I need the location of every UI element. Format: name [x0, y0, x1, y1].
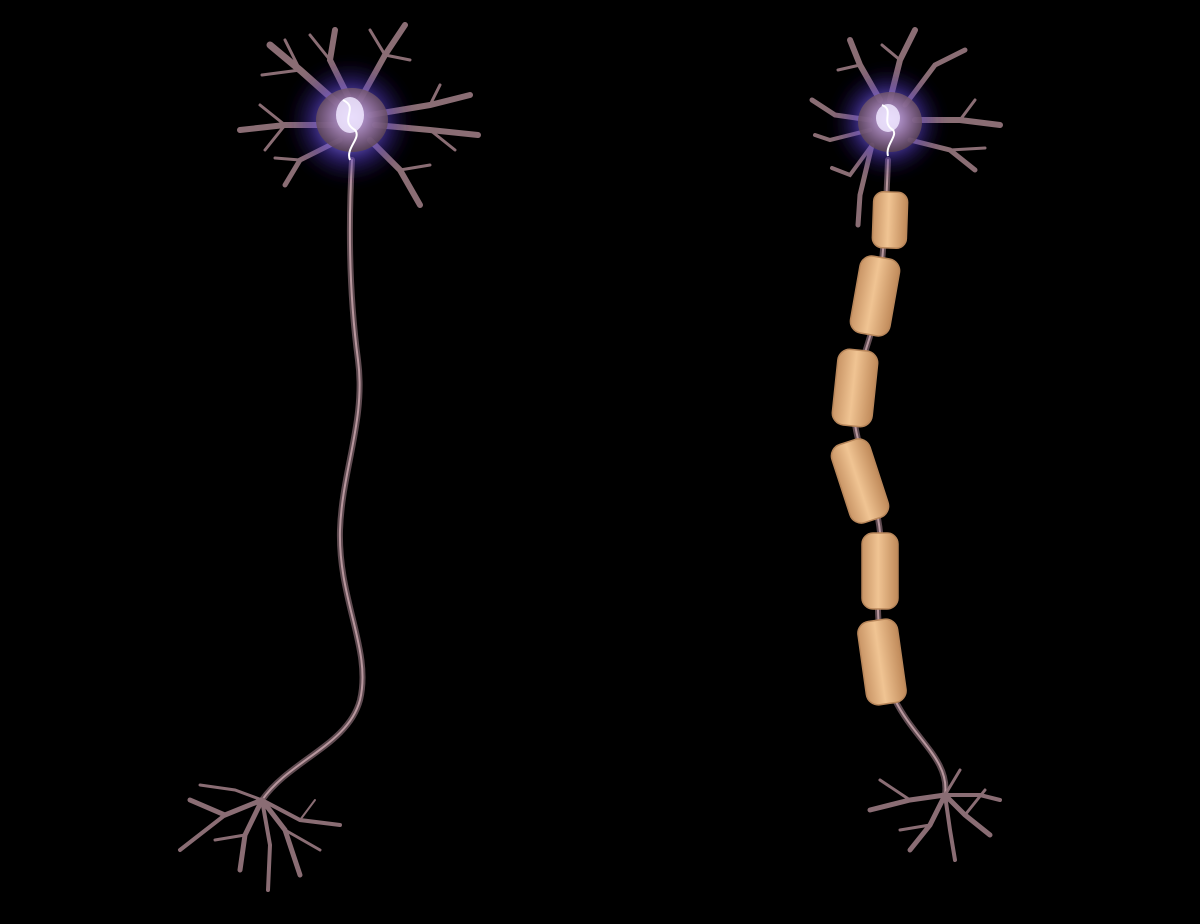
myelin-segment — [849, 255, 901, 337]
myelin-segment — [861, 532, 899, 610]
myelin-segment — [831, 348, 879, 428]
myelin-segment — [830, 438, 890, 524]
axon-terminal — [178, 783, 342, 892]
nucleus — [336, 97, 364, 133]
myelin-sheath — [830, 191, 909, 706]
neuron-unmyelinated — [178, 22, 481, 892]
neuron-myelinated — [809, 27, 1003, 862]
axon-terminal — [867, 768, 1002, 862]
myelin-segment — [871, 191, 909, 249]
myelin-segment — [857, 618, 907, 706]
axon — [259, 157, 366, 803]
